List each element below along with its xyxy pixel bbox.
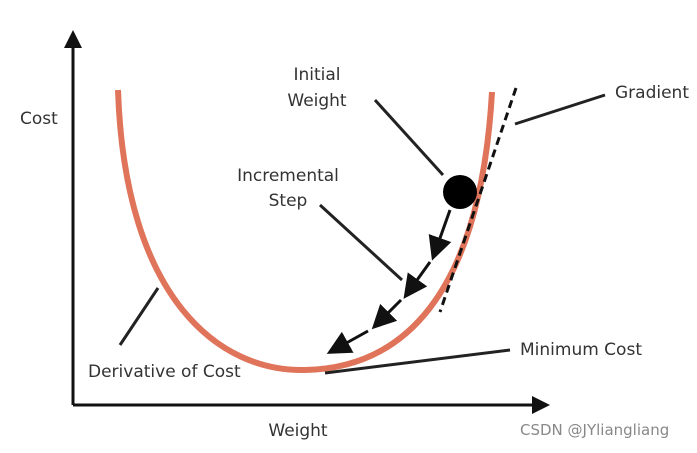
- pointers: [118, 93, 606, 375]
- step-arrow: [403, 261, 432, 299]
- label: Incremental: [237, 166, 339, 186]
- label: Gradient: [615, 83, 689, 103]
- gradient-tangent: [438, 87, 518, 313]
- pointer-line: [514, 93, 606, 126]
- label: Weight: [287, 91, 347, 111]
- initial-weight-ball: [443, 175, 477, 209]
- watermark: CSDN @JYliangliang: [520, 421, 669, 439]
- label: Initial: [293, 65, 340, 85]
- pointer-line: [118, 287, 160, 346]
- label: Minimum Cost: [520, 340, 642, 360]
- step-arrow: [428, 209, 452, 261]
- pointer-line: [324, 348, 511, 375]
- label: Step: [269, 191, 308, 211]
- incremental-steps: [326, 209, 452, 354]
- pointer-line: [373, 98, 445, 177]
- pointer-line: [318, 203, 404, 282]
- y-axis-label: Cost: [20, 109, 58, 129]
- step-arrow: [326, 329, 369, 354]
- label: Derivative of Cost: [88, 362, 241, 382]
- step-arrow: [371, 298, 403, 330]
- x-axis-label: Weight: [268, 421, 328, 441]
